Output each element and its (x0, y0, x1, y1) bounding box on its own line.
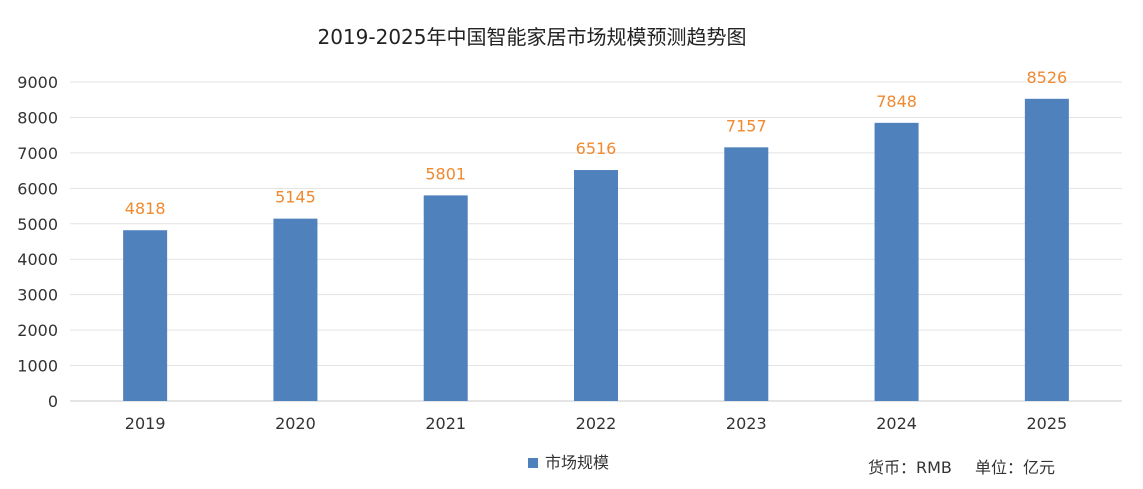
y-tick-label: 6000 (17, 179, 58, 198)
data-labels: 4818 5145 5801 6516 7157 7848 8526 (125, 68, 1067, 218)
legend-swatch (528, 458, 538, 468)
x-tick-label: 2025 (1026, 414, 1067, 433)
y-tick-label: 8000 (17, 108, 58, 127)
x-tick-label: 2020 (275, 414, 316, 433)
data-label: 5801 (425, 164, 466, 183)
data-label: 7848 (876, 92, 917, 111)
legend: 市场规模 (528, 453, 609, 472)
bar (273, 218, 318, 401)
y-tick-label: 1000 (17, 357, 58, 376)
y-tick-label: 3000 (17, 286, 58, 305)
x-tick-label: 2024 (876, 414, 917, 433)
chart-title: 2019-2025年中国智能家居市场规模预测趋势图 (317, 25, 746, 49)
y-axis-ticks: 0 1000 2000 3000 4000 5000 6000 7000 8000 9000 (17, 73, 58, 411)
x-tick-label: 2021 (425, 414, 466, 433)
y-tick-label: 4000 (17, 250, 58, 269)
y-tick-label: 5000 (17, 215, 58, 234)
legend-label: 市场规模 (545, 453, 609, 472)
bar (874, 122, 919, 401)
data-label: 6516 (576, 139, 617, 158)
bar (123, 230, 168, 401)
x-tick-label: 2022 (576, 414, 617, 433)
bar (423, 195, 468, 401)
bars (123, 98, 1069, 402)
bar (574, 170, 618, 401)
y-tick-label: 7000 (17, 144, 58, 163)
y-tick-label: 0 (48, 392, 58, 411)
data-label: 5145 (275, 188, 316, 207)
x-axis-ticks: 2019 2020 2021 2022 2023 2024 2025 (125, 414, 1067, 433)
y-tick-label: 2000 (17, 321, 58, 340)
y-tick-label: 9000 (17, 73, 58, 92)
bar (724, 147, 769, 401)
x-tick-label: 2023 (726, 414, 767, 433)
data-label: 8526 (1026, 68, 1067, 87)
unit-note: 单位：亿元 (975, 458, 1055, 477)
currency-note: 货币：RMB (868, 458, 952, 477)
data-label: 7157 (726, 116, 767, 135)
x-tick-label: 2019 (125, 414, 166, 433)
data-label: 4818 (125, 199, 166, 218)
bar (1024, 98, 1069, 402)
